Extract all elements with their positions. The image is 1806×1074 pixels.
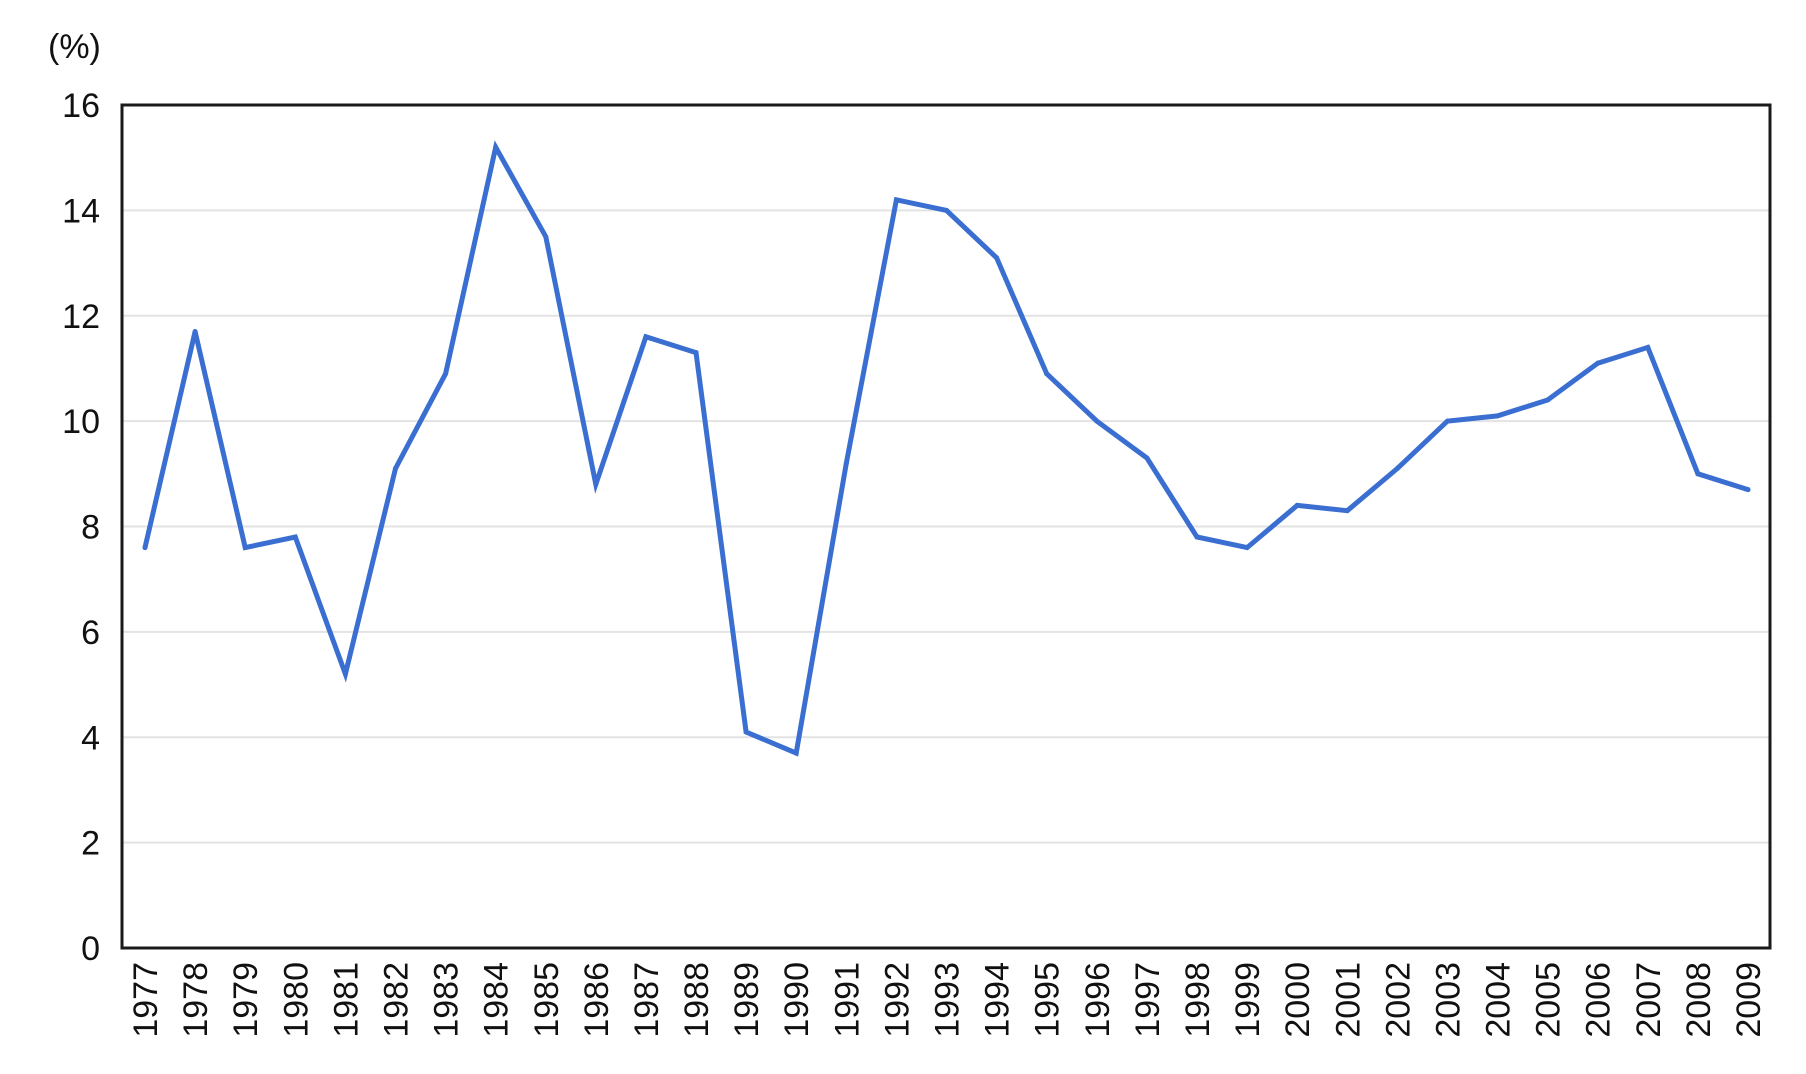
- data-point-2006: [1595, 360, 1601, 366]
- x-tick-label: 2004: [1480, 962, 1518, 1038]
- data-point-1999: [1244, 545, 1250, 551]
- x-tick-label: 1980: [277, 962, 315, 1038]
- data-point-1989: [743, 729, 749, 735]
- data-point-1982: [392, 466, 398, 472]
- data-point-1977: [142, 545, 148, 551]
- y-tick-label: 14: [62, 192, 100, 230]
- plot-area-frame: [120, 103, 1772, 950]
- y-axis-tick-labels: 0 2 4 6 8 10 12 14 16: [62, 87, 100, 968]
- x-tick-label: 2001: [1329, 962, 1367, 1038]
- x-tick-label: 1985: [528, 962, 566, 1038]
- x-tick-label: 1979: [227, 962, 265, 1038]
- data-point-1983: [443, 371, 449, 377]
- x-axis-tick-labels: 1977 1978 1979 1980 1981 1982 1983 1984 1985 1986…: [127, 962, 1768, 1038]
- data-point-2005: [1545, 397, 1551, 403]
- data-point-1991: [843, 460, 849, 466]
- data-point-2000: [1294, 502, 1300, 508]
- data-point-1988: [693, 350, 699, 356]
- x-tick-label: 1992: [878, 962, 916, 1038]
- x-tick-label: 2005: [1530, 962, 1568, 1038]
- x-tick-label: 2003: [1429, 962, 1467, 1038]
- data-point-1997: [1144, 455, 1150, 461]
- data-point-1993: [944, 207, 949, 213]
- x-tick-label: 1995: [1029, 962, 1067, 1038]
- data-point-1984: [493, 144, 499, 150]
- data-point-2001: [1344, 508, 1350, 514]
- x-tick-label: 2009: [1730, 962, 1768, 1038]
- data-point-1992: [893, 197, 899, 203]
- y-tick-label: 8: [81, 509, 100, 547]
- series-lines: [142, 140, 1751, 757]
- data-point-2008: [1695, 471, 1701, 477]
- x-tick-label: 1994: [979, 962, 1017, 1038]
- data-point-1981: [342, 671, 348, 677]
- x-tick-label: 1983: [428, 962, 466, 1038]
- x-tick-label: 1999: [1229, 962, 1267, 1038]
- x-tick-label: 1991: [828, 962, 866, 1038]
- x-tick-label: 1988: [678, 962, 716, 1038]
- x-tick-label: 2006: [1580, 962, 1618, 1038]
- x-tick-label: 1984: [478, 962, 516, 1038]
- data-point-2002: [1394, 466, 1400, 472]
- y-tick-label: 4: [81, 719, 100, 757]
- x-tick-label: 1977: [127, 962, 165, 1038]
- x-tick-label: 1986: [578, 962, 616, 1038]
- x-tick-label: 1993: [929, 962, 967, 1038]
- data-point-2007: [1645, 344, 1651, 350]
- x-tick-label: 2002: [1379, 962, 1417, 1038]
- data-point-1986: [593, 481, 599, 487]
- x-tick-label: 2008: [1680, 962, 1718, 1038]
- x-tick-label: 1997: [1129, 962, 1167, 1038]
- x-tick-label: 1987: [628, 962, 666, 1038]
- data-point-2009: [1745, 487, 1751, 493]
- data-point-1980: [292, 534, 298, 540]
- x-tick-label: 2007: [1630, 962, 1668, 1038]
- data-point-1979: [242, 545, 248, 551]
- x-tick-label: 1982: [377, 962, 415, 1038]
- data-point-1994: [994, 255, 1000, 261]
- data-point-1985: [543, 234, 549, 240]
- x-tick-label: 1989: [728, 962, 766, 1038]
- x-tick-label: 1978: [177, 962, 215, 1038]
- data-point-1987: [643, 334, 649, 340]
- data-point-2004: [1495, 413, 1501, 419]
- x-tick-label: 1996: [1079, 962, 1117, 1038]
- y-tick-label: 10: [62, 403, 100, 441]
- data-point-1990: [793, 750, 799, 756]
- y-tick-label: 0: [81, 930, 100, 968]
- y-tick-label: 16: [62, 87, 100, 125]
- data-point-1978: [192, 329, 198, 335]
- x-tick-label: 1998: [1179, 962, 1217, 1038]
- gridlines: [122, 209, 1770, 844]
- x-tick-label: 1981: [327, 962, 365, 1038]
- x-tick-label: 2000: [1279, 962, 1317, 1038]
- y-tick-label: 12: [62, 298, 100, 336]
- data-point-2003: [1444, 418, 1450, 424]
- y-tick-label: 2: [81, 825, 100, 863]
- data-point-1995: [1044, 371, 1050, 377]
- y-axis-unit-label: (%): [48, 28, 101, 66]
- y-tick-label: 6: [81, 614, 100, 652]
- x-tick-label: 1990: [778, 962, 816, 1038]
- data-point-1996: [1094, 418, 1100, 424]
- data-point-1998: [1194, 534, 1200, 540]
- series-line-0: [142, 140, 1751, 757]
